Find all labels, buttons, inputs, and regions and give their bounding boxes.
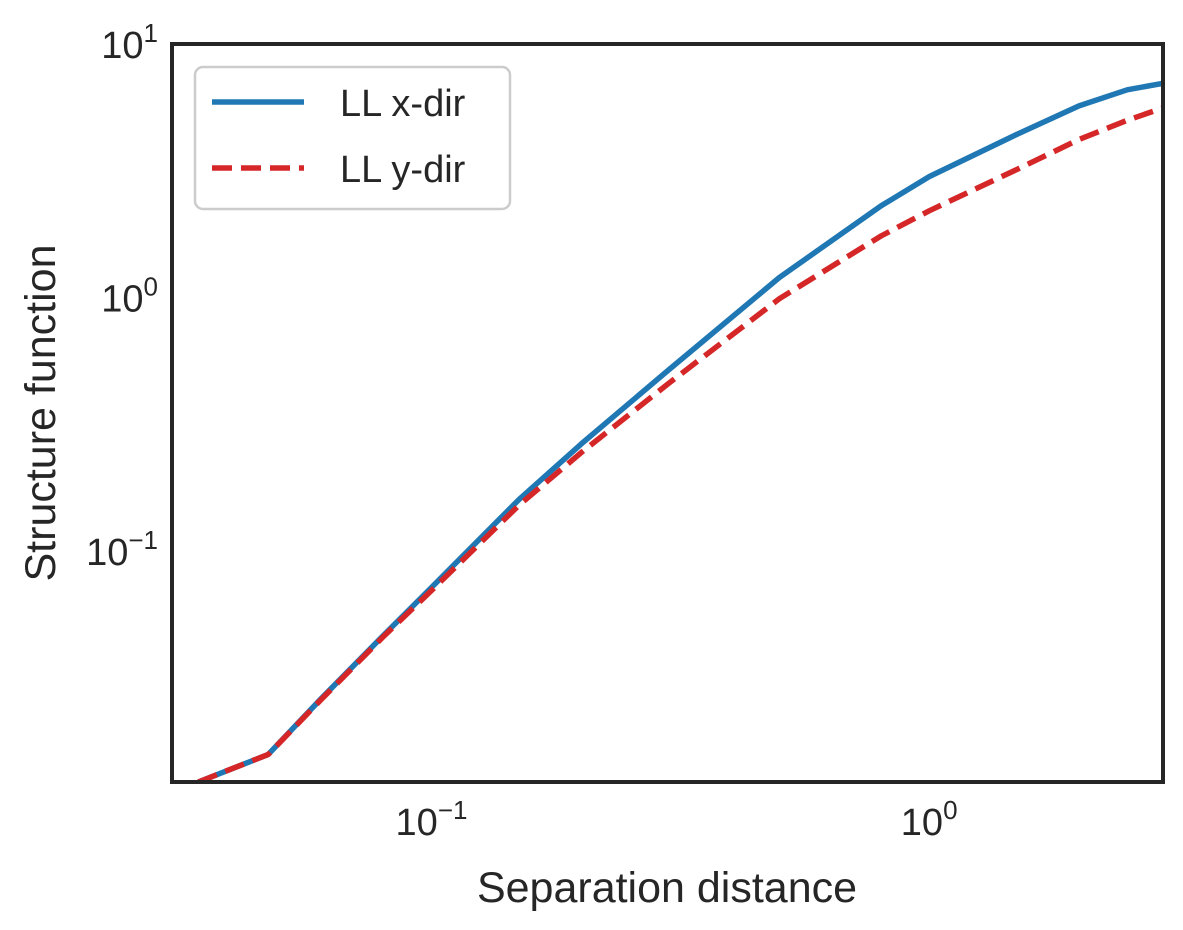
y-tick-label-0-base: 10 <box>86 532 128 574</box>
y-axis-label: Structure function <box>17 244 65 581</box>
legend: LL x-dir LL y-dir <box>193 65 512 211</box>
y-tick-label-0: 10−1 <box>86 525 158 574</box>
y-tick-label-2-base: 10 <box>101 25 143 67</box>
y-tick-label-0-exponent: −1 <box>128 525 158 555</box>
y-tick-label-1-base: 10 <box>101 279 143 321</box>
y-tick-label-2-exponent: 1 <box>144 18 158 48</box>
x-tick-label-0: 10−1 <box>396 795 468 844</box>
series-line-ll-y-dir <box>197 105 1163 782</box>
y-tick-label-1-exponent: 0 <box>144 272 158 302</box>
x-tick-label-1-exponent: 0 <box>943 795 957 825</box>
x-tick-label-0-exponent: −1 <box>438 795 468 825</box>
series-layer <box>197 80 1163 782</box>
y-tick-label-1: 100 <box>101 272 158 321</box>
x-tick-label-0-base: 10 <box>396 802 438 844</box>
x-axis-label: Separation distance <box>477 864 857 912</box>
y-tick-label-2: 101 <box>101 18 158 67</box>
legend-label-ll-x-dir: LL x-dir <box>340 83 466 125</box>
x-tick-label-1: 100 <box>901 795 958 844</box>
x-tick-label-1-base: 10 <box>901 802 943 844</box>
legend-label-ll-y-dir: LL y-dir <box>340 149 466 191</box>
plot-frame <box>170 42 1165 784</box>
